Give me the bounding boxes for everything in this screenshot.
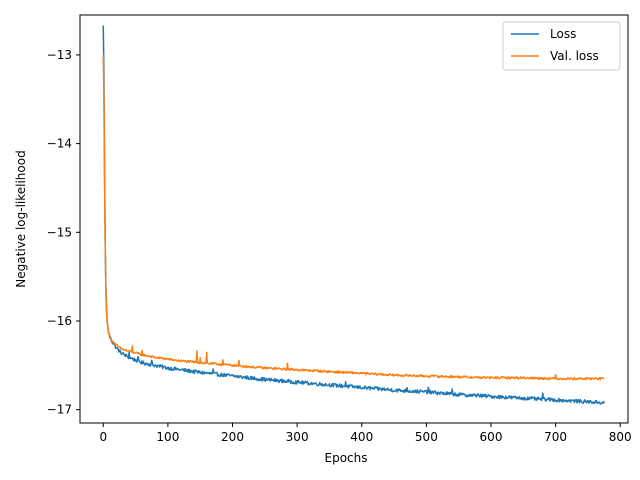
x-tick-label: 600 xyxy=(480,430,503,444)
x-tick-label: 0 xyxy=(99,430,107,444)
x-tick-label: 700 xyxy=(544,430,567,444)
plot-area xyxy=(79,14,629,424)
series-line-val-loss xyxy=(102,54,605,381)
x-axis-label: Epochs xyxy=(325,451,368,465)
x-axis-ticks: 0 100 200 300 400 500 600 700 800 xyxy=(99,423,632,444)
y-tick-label: −17 xyxy=(47,403,72,417)
y-tick-label: −14 xyxy=(47,137,72,151)
x-tick-label: 100 xyxy=(156,430,179,444)
x-tick-label: 300 xyxy=(286,430,309,444)
y-axis-ticks: −17 −16 −15 −14 −13 xyxy=(47,48,80,417)
y-tick-label: −15 xyxy=(47,225,72,239)
series-group xyxy=(102,25,605,405)
y-tick-label: −13 xyxy=(47,48,72,62)
x-tick-label: 200 xyxy=(221,430,244,444)
y-axis-label: Negative log-likelihood xyxy=(14,150,28,287)
series-line-loss xyxy=(102,25,605,405)
legend: Loss Val. loss xyxy=(502,21,621,71)
legend-label-val-loss: Val. loss xyxy=(550,49,599,63)
legend-label-loss: Loss xyxy=(550,27,576,41)
x-tick-label: 500 xyxy=(415,430,438,444)
x-tick-label: 400 xyxy=(350,430,373,444)
y-tick-label: −16 xyxy=(47,314,72,328)
axes-frame xyxy=(79,14,629,424)
x-tick-label: 800 xyxy=(609,430,632,444)
